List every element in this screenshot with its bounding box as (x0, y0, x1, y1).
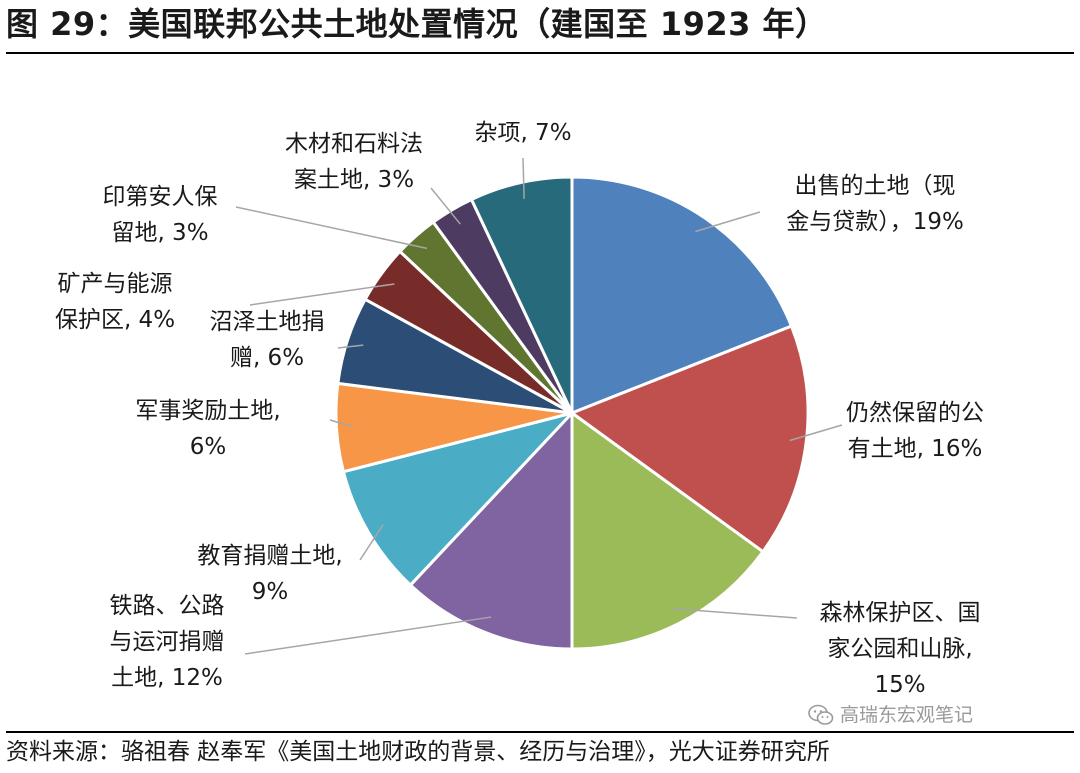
slice-labels: 出售的土地（现金与贷款），19% 仍然保留的公有土地, 16% 森林保护区、国家公园… (55, 120, 984, 698)
leader-line (430, 187, 461, 225)
leader-line (235, 206, 428, 250)
pie-slice (470, 175, 574, 415)
leader-line (249, 283, 395, 306)
leader-line (789, 424, 843, 442)
leader-line (522, 157, 525, 199)
leader-line (695, 211, 761, 233)
pie-slice (341, 411, 574, 587)
pie-slice (570, 411, 765, 651)
slice-label: 军事奖励土地, 6% (135, 398, 280, 460)
pie-slice (570, 324, 810, 554)
leader-line (337, 344, 364, 349)
title-rule (6, 52, 1074, 54)
slice-label: 杂项, 7% (474, 120, 571, 146)
watermark-text: 高瑞东宏观笔记 (840, 704, 974, 726)
wechat-icon (808, 704, 834, 725)
pie-slice (570, 175, 793, 415)
slice-label: 出售的土地（现金与贷款），19% (786, 173, 964, 235)
figure-title: 图 29：美国联邦公共土地处置情况（建国至 1923 年） (6, 5, 828, 43)
pie-slices (334, 175, 810, 651)
slice-label: 木材和石料法案土地, 3% (285, 131, 423, 193)
leader-line (359, 524, 384, 561)
leader-line (671, 607, 798, 619)
slice-label: 仍然保留的公有土地, 16% (846, 400, 984, 462)
watermark: 高瑞东宏观笔记 (808, 702, 973, 728)
slice-label: 森林保护区、国家公园和山脉, 15% (820, 600, 981, 698)
slice-label: 沼泽土地捐赠, 6% (210, 309, 325, 371)
leader-line (244, 616, 492, 655)
slice-label: 铁路、公路与运河捐赠土地, 12% (110, 593, 225, 691)
source-rule (6, 731, 1074, 733)
slice-label: 矿产与能源保护区, 4% (55, 271, 175, 333)
pie-slice (408, 411, 574, 651)
source-note: 资料来源：骆祖春 赵奉军《美国土地财政的背景、经历与治理》，光大证券研究所 (6, 739, 830, 765)
leader-lines (235, 157, 843, 655)
leader-line (329, 419, 354, 428)
slice-label: 印第安人保留地, 3% (103, 184, 218, 246)
slice-label: 教育捐赠土地, 9% (197, 543, 342, 605)
